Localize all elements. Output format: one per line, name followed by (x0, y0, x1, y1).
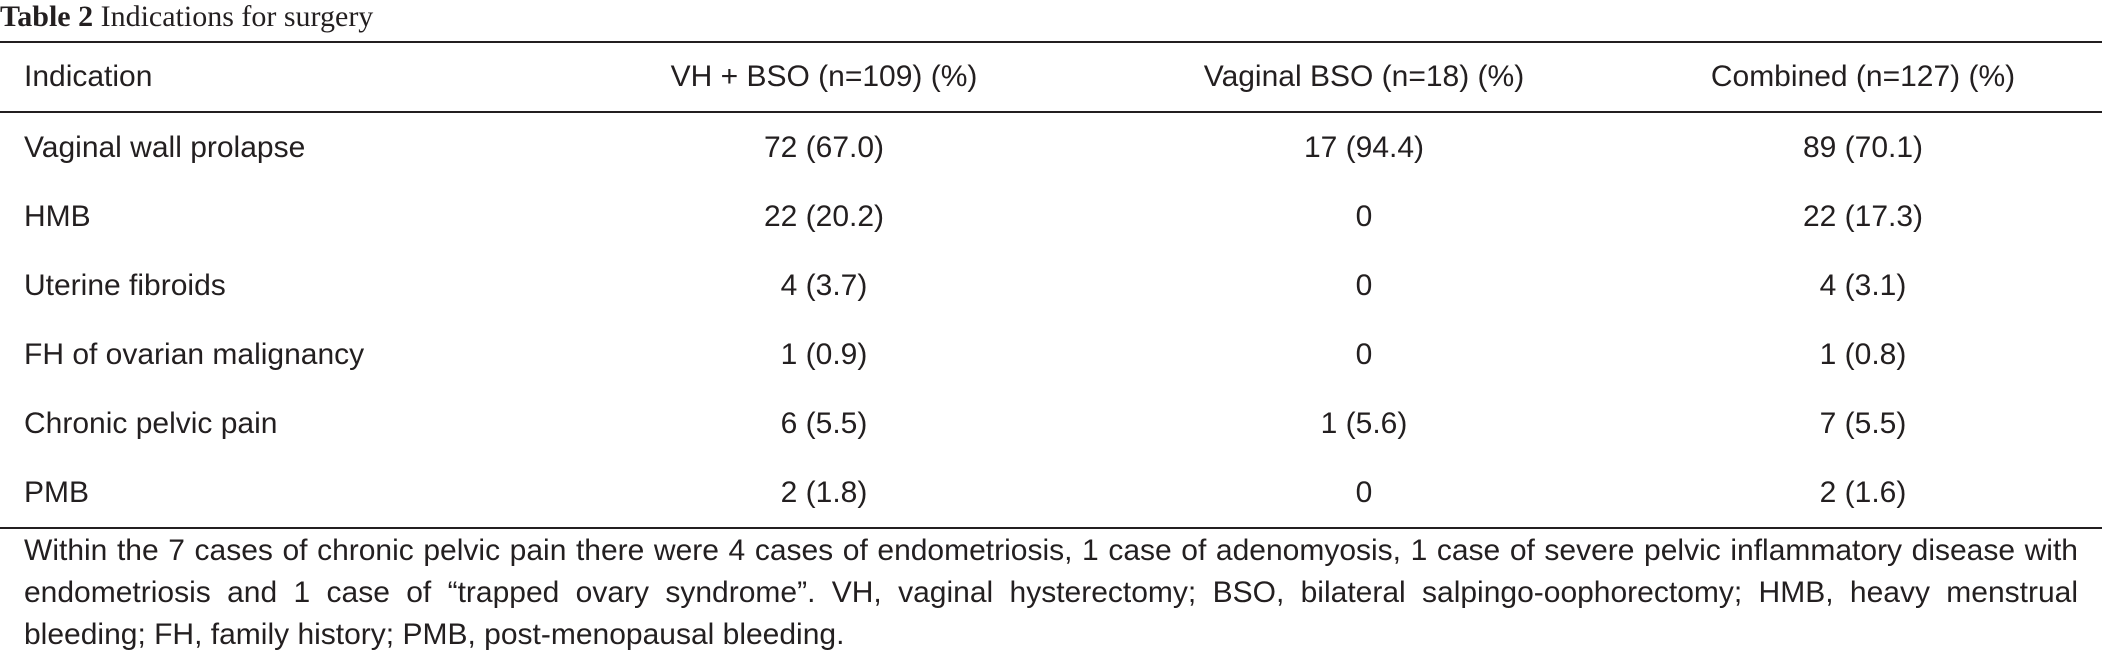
table-row: HMB 22 (20.2) 0 22 (17.3) (0, 182, 2102, 251)
table-title: Indications for surgery (100, 0, 374, 33)
indication-cell: Vaginal wall prolapse (24, 130, 306, 164)
indication-cell: HMB (24, 199, 91, 233)
indication-cell: Chronic pelvic pain (24, 406, 278, 440)
combined-cell: 1 (0.8) (1819, 337, 1907, 371)
table-number: Table 2 (0, 0, 94, 33)
column-header-indication: Indication (24, 60, 153, 93)
table-row: Vaginal wall prolapse 72 (67.0) 17 (94.4… (0, 112, 2102, 182)
table-body: Vaginal wall prolapse 72 (67.0) 17 (94.4… (0, 112, 2102, 528)
table-row: FH of ovarian malignancy 1 (0.9) 0 1 (0.… (0, 320, 2102, 389)
vh-bso-cell: 2 (1.8) (780, 475, 868, 509)
column-header-vaginal-bso: Vaginal BSO (n=18) (%) (1203, 60, 1525, 93)
vaginal-bso-cell: 1 (5.6) (1320, 406, 1408, 440)
combined-cell: 4 (3.1) (1819, 268, 1907, 302)
combined-cell: 2 (1.6) (1819, 475, 1907, 509)
combined-cell: 89 (70.1) (1802, 130, 1924, 164)
table-footnote: Within the 7 cases of chronic pelvic pai… (24, 534, 2078, 651)
combined-cell: 22 (17.3) (1802, 199, 1924, 233)
vaginal-bso-cell: 0 (1355, 337, 1373, 371)
table-row: Uterine fibroids 4 (3.7) 0 4 (3.1) (0, 251, 2102, 320)
vaginal-bso-cell: 0 (1355, 199, 1373, 233)
vh-bso-cell: 1 (0.9) (780, 337, 868, 371)
indication-cell: FH of ovarian malignancy (24, 337, 365, 371)
combined-cell: 7 (5.5) (1819, 406, 1907, 440)
vaginal-bso-cell: 0 (1355, 268, 1373, 302)
header-row: Indication VH + BSO (n=109) (%) Vaginal … (0, 42, 2102, 112)
indication-cell: Uterine fibroids (24, 268, 226, 302)
vh-bso-cell: 6 (5.5) (780, 406, 868, 440)
vh-bso-cell: 72 (67.0) (763, 130, 885, 164)
column-header-vh-bso: VH + BSO (n=109) (%) (670, 60, 978, 93)
table-header: Indication VH + BSO (n=109) (%) Vaginal … (0, 42, 2102, 112)
indication-cell: PMB (24, 475, 90, 509)
vh-bso-cell: 4 (3.7) (780, 268, 868, 302)
vaginal-bso-cell: 0 (1355, 475, 1373, 509)
table-caption: Table 2 Indications for surgery (0, 0, 373, 38)
vh-bso-cell: 22 (20.2) (763, 199, 885, 233)
vaginal-bso-cell: 17 (94.4) (1303, 130, 1425, 164)
indications-table: Indication VH + BSO (n=109) (%) Vaginal … (0, 41, 2102, 529)
column-header-combined: Combined (n=127) (%) (1710, 60, 2016, 93)
table-row: PMB 2 (1.8) 0 2 (1.6) (0, 458, 2102, 528)
table-row: Chronic pelvic pain 6 (5.5) 1 (5.6) 7 (5… (0, 389, 2102, 458)
